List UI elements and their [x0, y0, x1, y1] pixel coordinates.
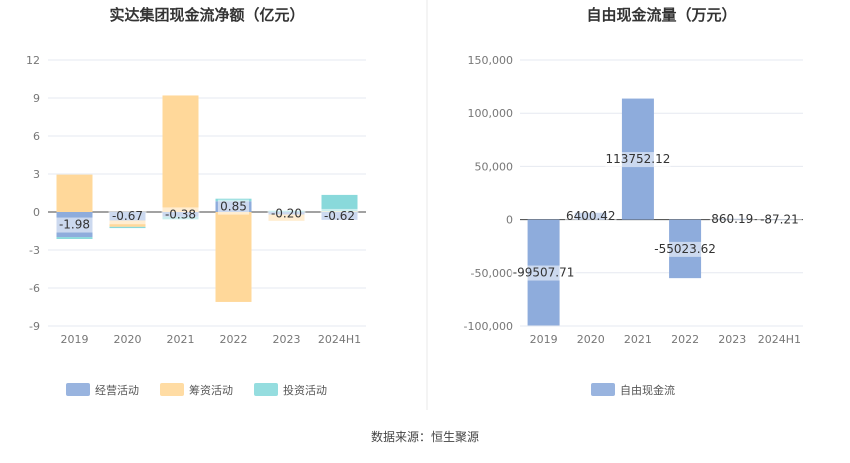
- bar: [162, 95, 199, 212]
- cash-flow-net-chart: 实达集团现金流净额（亿元） -9 -6 -3 0 3 6 9 12 2019 2020 2021 202…: [26, 6, 366, 397]
- x-tick-label: 2019: [530, 333, 558, 346]
- data-label-bg: [757, 212, 802, 228]
- y-tick-label: 3: [33, 168, 40, 181]
- x-tick-label: 2024H1: [318, 333, 361, 346]
- bar: [56, 237, 93, 239]
- data-label: 860.19: [711, 212, 753, 226]
- x-tick-label: 2020: [114, 333, 142, 346]
- y-tick-label: 6: [33, 130, 40, 143]
- legend-label: 筹资活动: [189, 383, 233, 397]
- data-label: -1.98: [59, 218, 90, 232]
- y-tick-label: -6: [29, 282, 40, 295]
- y-tick-label: -3: [29, 244, 40, 257]
- y-tick-label: 150,000: [468, 54, 514, 67]
- data-label: -0.67: [112, 209, 143, 223]
- y-tick-label: -9: [29, 320, 40, 333]
- bar: [215, 212, 252, 302]
- legend-swatch: [591, 383, 615, 396]
- data-label-bg: [510, 265, 577, 281]
- data-source-note: 数据来源：恒生聚源: [370, 430, 479, 444]
- data-label: 113752.12: [605, 152, 670, 166]
- y-tick-label: 12: [26, 54, 40, 67]
- y-tick-label: 0: [506, 214, 513, 227]
- y-tick-label: 9: [33, 92, 40, 105]
- data-label: -87.21: [760, 213, 799, 227]
- x-tick-label: 2023: [718, 333, 746, 346]
- legend-label: 投资活动: [283, 383, 327, 397]
- data-label-bg: [564, 209, 617, 225]
- chart-title: 自由现金流量（万元）: [586, 6, 736, 24]
- data-label: -0.62: [324, 209, 355, 223]
- data-label: -0.38: [165, 207, 196, 221]
- data-label: -55023.62: [654, 242, 716, 256]
- data-label: 0.85: [220, 200, 247, 214]
- x-tick-label: 2022: [220, 333, 248, 346]
- x-tick-label: 2022: [671, 333, 699, 346]
- x-tick-label: 2019: [61, 333, 89, 346]
- x-tick-label: 2024H1: [758, 333, 801, 346]
- legend-swatch: [160, 383, 184, 396]
- data-label-bg: [267, 206, 306, 222]
- data-label-bg: [709, 212, 755, 228]
- bar: [56, 174, 93, 212]
- data-label-bg: [217, 199, 250, 215]
- data-label-bg: [108, 209, 147, 225]
- y-tick-label: 100,000: [468, 107, 514, 120]
- x-tick-label: 2021: [624, 333, 652, 346]
- legend-label: 经营活动: [95, 383, 139, 397]
- data-label: -0.20: [271, 206, 302, 220]
- y-tick-label: -100,000: [464, 320, 513, 333]
- legend-swatch: [254, 383, 278, 396]
- legend-label: 自由现金流: [620, 383, 675, 397]
- y-tick-label: 50,000: [475, 160, 514, 173]
- bar: [321, 194, 358, 212]
- data-label-bg: [605, 152, 671, 168]
- chart-title: 实达集团现金流净额（亿元）: [109, 6, 304, 24]
- x-tick-label: 2021: [167, 333, 195, 346]
- y-tick-label: -50,000: [471, 267, 513, 280]
- data-label-bg: [161, 207, 200, 223]
- data-label: -99507.71: [513, 266, 575, 280]
- y-tick-label: 0: [33, 206, 40, 219]
- data-label-bg: [652, 241, 718, 257]
- x-tick-label: 2023: [273, 333, 301, 346]
- data-label-bg: [55, 217, 94, 233]
- bar: [109, 226, 146, 229]
- data-label-bg: [320, 208, 359, 224]
- legend-swatch: [66, 383, 90, 396]
- free-cash-flow-chart: 自由现金流量（万元） -100,000 -50,000 0 50,000 100,000 1…: [464, 6, 803, 397]
- data-label: 6400.42: [566, 209, 616, 223]
- x-tick-label: 2020: [577, 333, 605, 346]
